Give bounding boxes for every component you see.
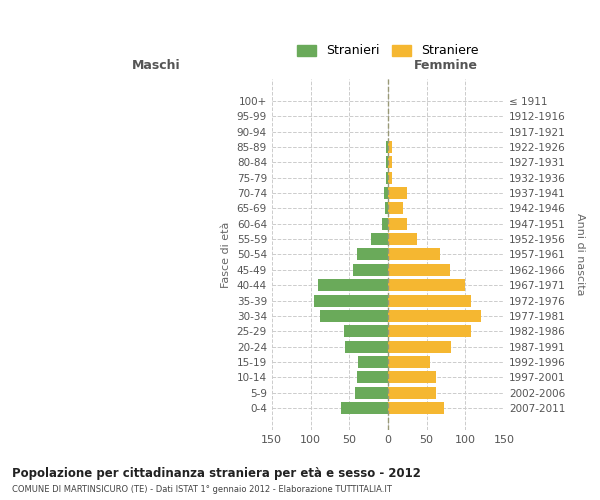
Bar (371, 233, 388, 245)
Bar (388, 202, 403, 214)
Bar (344, 326, 388, 338)
Bar (386, 172, 388, 183)
Bar (388, 310, 481, 322)
Bar (341, 402, 388, 414)
Legend: Stranieri, Straniere: Stranieri, Straniere (292, 40, 484, 62)
Text: Popolazione per cittadinanza straniera per età e sesso - 2012: Popolazione per cittadinanza straniera p… (12, 468, 421, 480)
Bar (388, 326, 470, 338)
Bar (355, 387, 388, 399)
Bar (384, 187, 388, 199)
Text: Femmine: Femmine (414, 59, 478, 72)
Bar (357, 372, 388, 384)
Bar (388, 141, 392, 153)
Bar (358, 356, 388, 368)
Bar (388, 172, 392, 183)
Bar (388, 294, 470, 306)
Bar (382, 218, 388, 230)
Text: Maschi: Maschi (131, 59, 180, 72)
Bar (388, 233, 417, 245)
Bar (388, 372, 436, 384)
Bar (346, 340, 388, 352)
Bar (385, 202, 388, 214)
Bar (318, 279, 388, 291)
Bar (357, 248, 388, 260)
Text: COMUNE DI MARTINSICURO (TE) - Dati ISTAT 1° gennaio 2012 - Elaborazione TUTTITAL: COMUNE DI MARTINSICURO (TE) - Dati ISTAT… (12, 486, 392, 494)
Bar (388, 402, 445, 414)
Bar (314, 294, 388, 306)
Bar (388, 156, 392, 168)
Bar (388, 218, 407, 230)
Bar (388, 387, 436, 399)
Bar (388, 248, 440, 260)
Bar (386, 156, 388, 168)
Bar (388, 187, 407, 199)
Bar (320, 310, 388, 322)
Bar (388, 340, 451, 352)
Y-axis label: Fasce di età: Fasce di età (221, 222, 231, 288)
Bar (388, 356, 430, 368)
Y-axis label: Anni di nascita: Anni di nascita (575, 213, 585, 296)
Bar (353, 264, 388, 276)
Bar (388, 264, 450, 276)
Bar (386, 141, 388, 153)
Bar (388, 279, 465, 291)
